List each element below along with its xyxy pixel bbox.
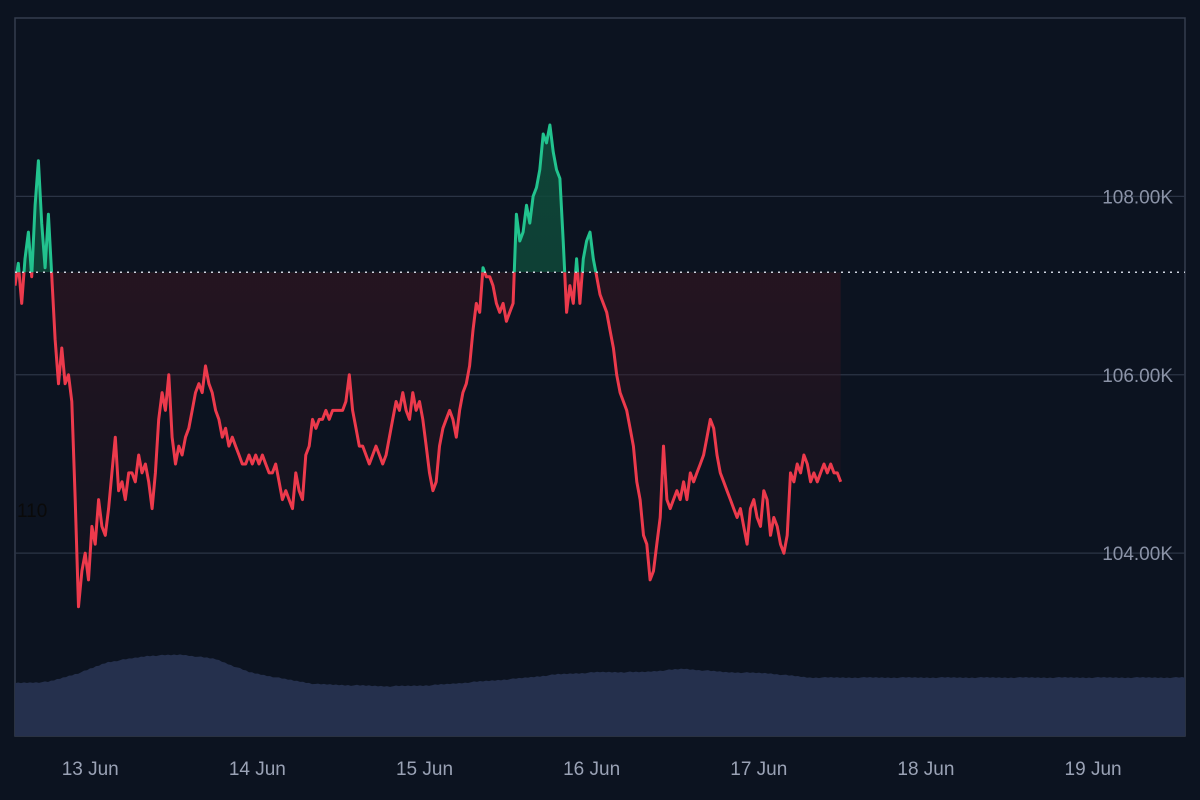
x-tick-label-1: 14 Jun <box>229 759 286 780</box>
y-tick-label-2: 104.00K <box>1102 544 1173 565</box>
volume-histogram <box>15 654 1185 736</box>
x-tick-label-4: 17 Jun <box>730 759 787 780</box>
x-axis-labels: 13 Jun 14 Jun 15 Jun 16 Jun 17 Jun 18 Jun 19 J… <box>62 759 1122 780</box>
x-tick-label-0: 13 Jun <box>62 759 119 780</box>
price-area <box>15 123 843 609</box>
above-baseline-fill <box>16 125 596 273</box>
volume-area <box>15 654 1185 736</box>
y-axis-labels: 108.00K 106.00K 104.00K <box>1102 187 1173 565</box>
y-tick-label-0: 108.00K <box>1102 187 1173 208</box>
annotation-label: 110 <box>17 501 47 522</box>
x-tick-label-5: 18 Jun <box>897 759 954 780</box>
y-tick-label-1: 106.00K <box>1102 366 1173 387</box>
x-tick-label-6: 19 Jun <box>1065 759 1122 780</box>
x-tick-label-2: 15 Jun <box>396 759 453 780</box>
x-tick-label-3: 16 Jun <box>563 759 620 780</box>
below-baseline-fill <box>15 272 841 607</box>
price-line-down <box>15 272 843 609</box>
